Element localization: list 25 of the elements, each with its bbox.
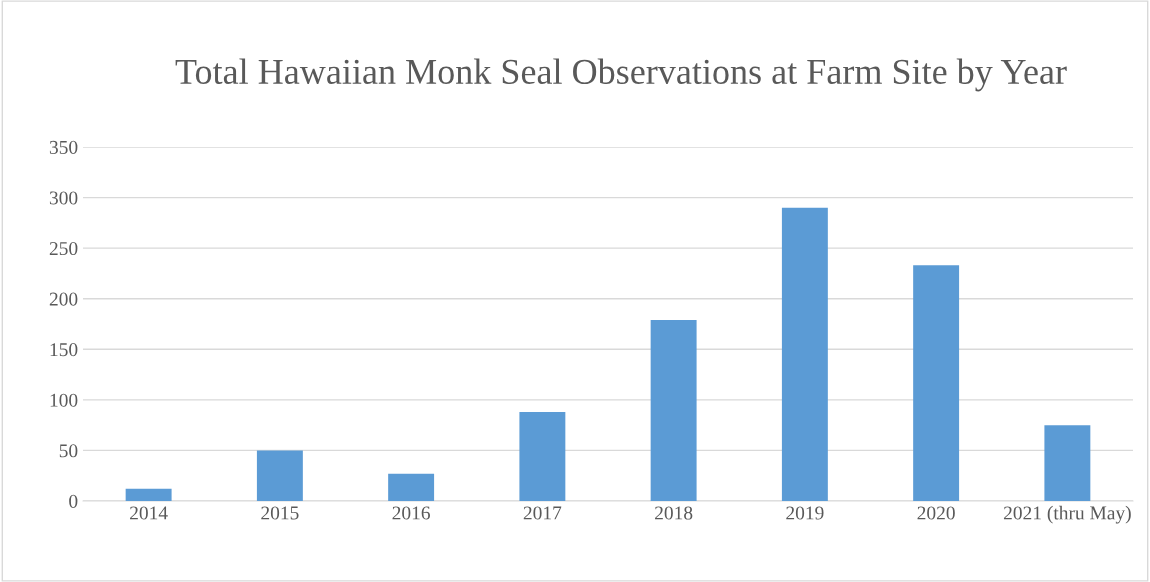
y-tick-label: 300	[49, 191, 78, 205]
x-tick-label: 2018	[655, 506, 693, 520]
bar	[125, 488, 172, 501]
y-tick-label: 350	[49, 140, 78, 154]
bar	[519, 411, 566, 501]
x-tick-label: 2020	[917, 506, 955, 520]
x-tick-label: 2021 (thru May)	[1003, 505, 1131, 524]
y-tick-label: 50	[59, 444, 78, 458]
bar	[256, 450, 303, 501]
y-tick-label: 250	[49, 241, 78, 256]
y-tick-label: 200	[49, 292, 78, 306]
x-tick-label: 2019	[786, 506, 824, 520]
bar	[1044, 425, 1091, 501]
bar	[913, 265, 960, 501]
y-tick-label: 150	[50, 343, 78, 357]
chart-title: Total Hawaiian Monk Seal Observations at Farm Site by Year	[175, 58, 1067, 92]
x-tick-label: 2017	[523, 506, 562, 520]
x-tick-label: 2015	[261, 506, 299, 520]
x-tick-label: 2014	[130, 506, 168, 520]
bar	[781, 207, 828, 501]
x-tick-label: 2016	[392, 506, 430, 520]
bar	[388, 473, 435, 501]
y-tick-label: 0	[69, 494, 78, 508]
bar	[650, 319, 697, 501]
y-tick-label: 100	[50, 393, 78, 407]
